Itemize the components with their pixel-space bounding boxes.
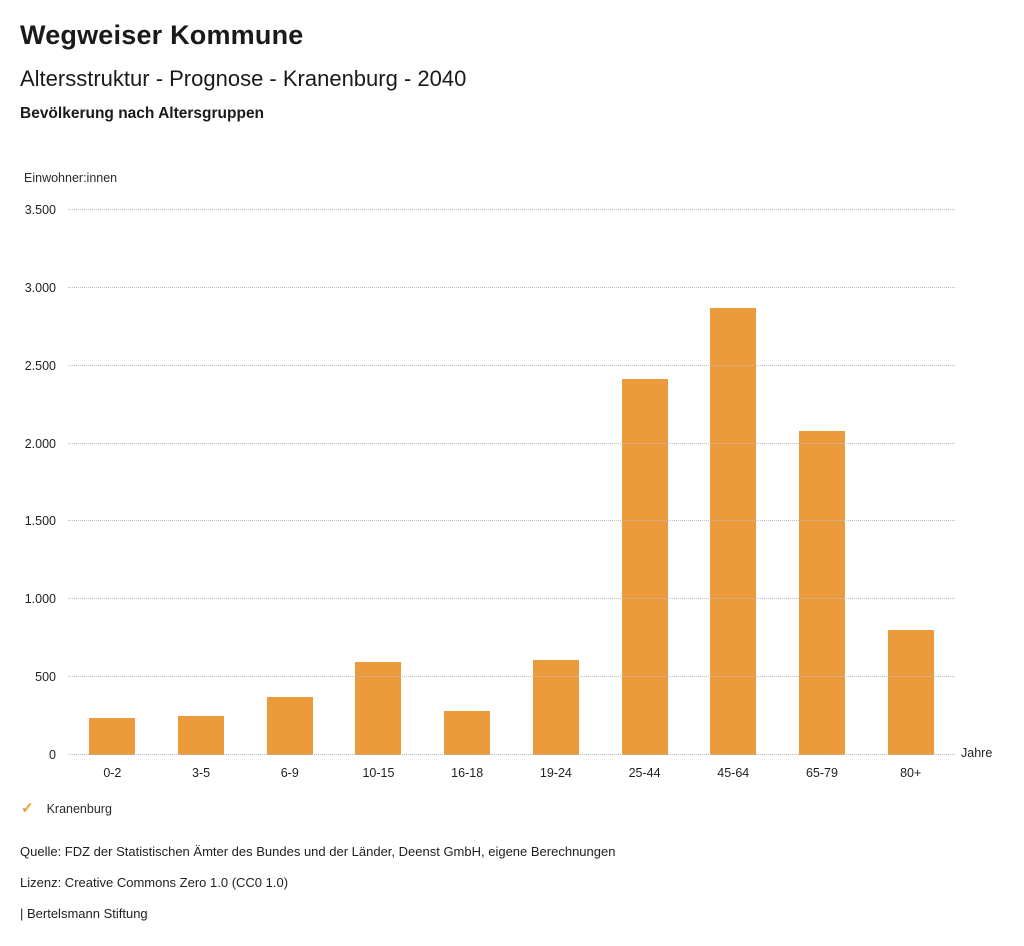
- legend-item-kranenburg[interactable]: ✓ Kranenburg: [21, 801, 112, 816]
- bar-65-79[interactable]: [798, 431, 845, 755]
- chart-heading: Bevölkerung nach Altersgruppen: [20, 105, 265, 122]
- bar-column-25-44: [600, 210, 689, 755]
- y-tick-label-1.000: 1.000: [24, 592, 56, 607]
- legend-label: Kranenburg: [46, 801, 112, 816]
- x-tick-label-16-18: 16-18: [451, 766, 484, 780]
- gridline-3.500: [68, 209, 955, 210]
- bar-45-64[interactable]: [710, 308, 757, 755]
- x-tick-label-6-9: 6-9: [280, 766, 299, 780]
- legend-check-icon: ✓: [21, 800, 34, 817]
- bar-column-0-2: [68, 210, 157, 755]
- y-tick-label-0: 0: [49, 748, 56, 762]
- x-axis-title: Jahre: [961, 746, 993, 760]
- x-tick-label-3-5: 3-5: [192, 766, 211, 780]
- y-axis-title: Einwohner:innen: [24, 171, 118, 185]
- x-tick-label-19-24: 19-24: [539, 766, 572, 780]
- y-tick-label-3.500: 3.500: [24, 203, 56, 217]
- bar-series-kranenburg: [68, 210, 955, 755]
- y-tick-label-500: 500: [35, 670, 56, 685]
- bar-19-24[interactable]: [532, 660, 579, 755]
- bar-6-9[interactable]: [266, 696, 313, 755]
- gridline-2.000: [68, 442, 955, 444]
- page-title: Wegweiser Kommune: [20, 20, 304, 50]
- bar-80+[interactable]: [887, 630, 934, 755]
- y-tick-label-2.500: 2.500: [24, 358, 56, 373]
- bar-column-10-15: [334, 210, 423, 755]
- x-tick-label-80+: 80+: [900, 766, 922, 780]
- x-axis-labels: 0-2 3-5 6-9 10-15 16-18 19-24 25-44 45-64 65-79 8…: [68, 766, 955, 780]
- gridline-0: [68, 754, 955, 755]
- bar-column-6-9: [245, 210, 334, 755]
- bar-0-2[interactable]: [89, 718, 136, 755]
- plot-area: 0-2 3-5 6-9 10-15 16-18 19-24 25-44 45-64 65-79 8…: [25, 203, 955, 780]
- x-tick-label-0-2: 0-2: [103, 766, 122, 780]
- gridline-1.000: [68, 598, 955, 600]
- x-tick-label-25-44: 25-44: [628, 766, 661, 780]
- license-text: Lizenz: Creative Commons Zero 1.0 (CC0 1…: [20, 875, 289, 890]
- chart-subtitle: Altersstruktur - Prognose - Kranenburg -…: [20, 66, 467, 91]
- bar-column-19-24: [512, 210, 601, 755]
- x-tick-label-45-64: 45-64: [717, 766, 750, 780]
- attribution-text: | Bertelsmann Stiftung: [20, 906, 148, 921]
- x-tick-label-10-15: 10-15: [362, 766, 395, 780]
- bar-25-44[interactable]: [621, 378, 668, 755]
- gridline-3.000: [68, 286, 955, 288]
- x-tick-label-65-79: 65-79: [805, 766, 838, 780]
- gridline-1.500: [68, 520, 955, 522]
- y-tick-label-2.000: 2.000: [24, 436, 56, 451]
- bar-column-3-5: [157, 210, 246, 755]
- gridline-2.500: [68, 364, 955, 366]
- bar-16-18[interactable]: [444, 710, 491, 755]
- bar-column-80+: [866, 210, 955, 755]
- bar-3-5[interactable]: [178, 716, 225, 755]
- bar-column-65-79: [778, 210, 867, 755]
- gridline-500: [68, 676, 955, 678]
- y-tick-label-3.000: 3.000: [24, 280, 56, 295]
- bar-column-16-18: [423, 210, 512, 755]
- source-text: Quelle: FDZ der Statistischen Ämter des …: [20, 844, 616, 859]
- bar-10-15[interactable]: [355, 662, 402, 755]
- y-tick-label-1.500: 1.500: [24, 514, 56, 529]
- bar-column-45-64: [689, 210, 778, 755]
